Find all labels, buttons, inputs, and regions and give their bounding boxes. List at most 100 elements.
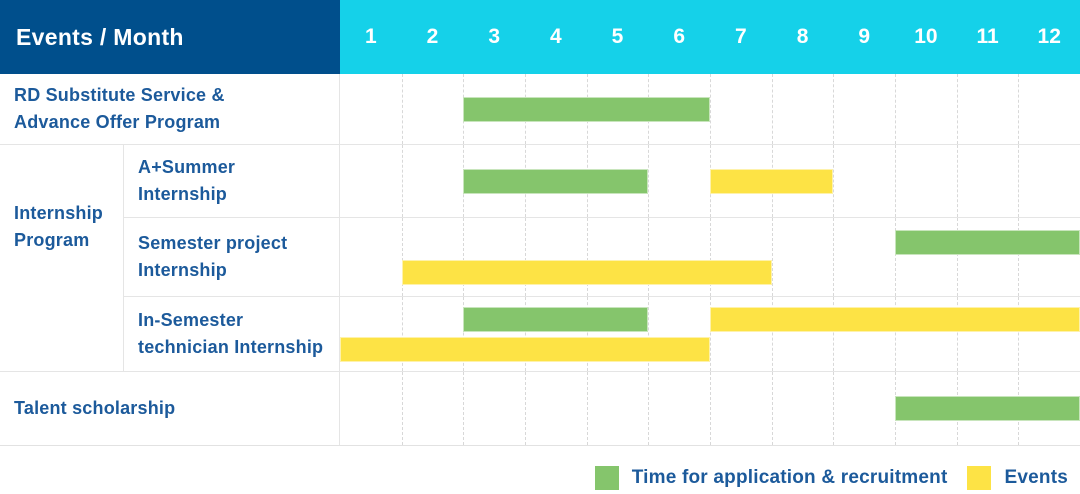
month-gridline bbox=[833, 145, 835, 217]
bar-track bbox=[340, 229, 1080, 255]
month-header-1: 1 bbox=[364, 25, 377, 48]
month-gridline bbox=[401, 218, 403, 296]
bar-track bbox=[340, 259, 1080, 285]
gantt-bar-event bbox=[710, 306, 1080, 332]
bar-tracks bbox=[340, 297, 1080, 371]
row-label-cell: In-Semester technician Internship bbox=[124, 297, 340, 371]
legend-label: Time for application & recruitment bbox=[631, 467, 948, 488]
month-gridline bbox=[525, 218, 526, 296]
month-gridline bbox=[771, 218, 773, 296]
schedule-row: Talent scholarship bbox=[0, 371, 1080, 445]
month-gridline bbox=[710, 297, 711, 371]
month-gridline bbox=[401, 145, 403, 217]
month-header-12: 12 bbox=[1037, 25, 1061, 48]
month-header-9: 9 bbox=[858, 25, 871, 48]
month-gridline bbox=[710, 218, 711, 296]
bar-tracks bbox=[340, 372, 1080, 445]
row-label-cell: A+Summer Internship bbox=[124, 145, 340, 217]
month-gridline bbox=[648, 145, 650, 217]
row-label-text: In-Semester technician Internship bbox=[138, 310, 324, 357]
gantt-bar-event bbox=[340, 336, 710, 362]
month-header-10: 10 bbox=[914, 25, 938, 48]
legend-item-application: Time for application & recruitment bbox=[594, 466, 948, 490]
month-gridline bbox=[1018, 218, 1020, 296]
row-group-label-cell: Internship Program bbox=[0, 145, 124, 371]
month-header-5: 5 bbox=[611, 25, 624, 48]
month-gridline bbox=[771, 74, 773, 144]
schedule-row: A+Summer Internship bbox=[124, 145, 1080, 217]
chart-cell bbox=[340, 218, 1080, 296]
row-label-text: A+Summer Internship bbox=[138, 157, 236, 204]
bar-track bbox=[340, 396, 1080, 421]
month-gridline bbox=[525, 372, 526, 445]
events-month-title: Events / Month bbox=[16, 23, 184, 50]
gantt-bar-event bbox=[401, 259, 772, 285]
chart-cell bbox=[340, 297, 1080, 371]
month-gridline bbox=[463, 297, 465, 371]
row-label-text: Internship Program bbox=[14, 203, 104, 250]
chart-cell bbox=[340, 145, 1080, 217]
gantt-bar-application bbox=[895, 396, 1080, 421]
month-gridline bbox=[463, 372, 465, 445]
bar-track bbox=[340, 96, 1080, 122]
month-header-3: 3 bbox=[488, 25, 501, 48]
table-header-row: Events / Month 1 2 3 4 5 6 7 8 9 10 11 12 bbox=[0, 0, 1080, 74]
month-gridline bbox=[956, 145, 958, 217]
events-month-header-cell: Events / Month bbox=[0, 0, 340, 74]
month-gridline bbox=[648, 372, 650, 445]
month-header-strip: 1 2 3 4 5 6 7 8 9 10 11 12 bbox=[340, 0, 1080, 74]
bar-track bbox=[340, 336, 1080, 362]
month-gridline bbox=[895, 74, 896, 144]
month-gridline bbox=[401, 297, 403, 371]
month-gridline bbox=[833, 218, 835, 296]
month-gridline bbox=[895, 145, 896, 217]
schedule-row: Semester project Internship bbox=[124, 217, 1080, 296]
month-gridline bbox=[710, 74, 711, 144]
month-gridline bbox=[956, 297, 958, 371]
month-gridline bbox=[525, 297, 526, 371]
table-body: RD Substitute Service & Advance Offer Pr… bbox=[0, 74, 1080, 446]
chart-cell bbox=[340, 372, 1080, 445]
month-gridline bbox=[586, 297, 588, 371]
month-header-6: 6 bbox=[673, 25, 686, 48]
month-gridline bbox=[1018, 145, 1020, 217]
gantt-bar-application bbox=[895, 229, 1080, 255]
schedule-row: RD Substitute Service & Advance Offer Pr… bbox=[0, 74, 1080, 144]
row-label-cell: Talent scholarship bbox=[0, 372, 340, 445]
month-gridline bbox=[1018, 74, 1020, 144]
gantt-bar-application bbox=[463, 306, 649, 332]
month-gridline bbox=[833, 372, 835, 445]
row-group: Internship Program A+Summer Internship Sem… bbox=[0, 144, 1080, 371]
month-gridline bbox=[833, 74, 835, 144]
month-gridline bbox=[895, 297, 896, 371]
month-gridline bbox=[833, 297, 835, 371]
bar-tracks bbox=[340, 74, 1080, 144]
legend-swatch-yellow bbox=[967, 466, 992, 490]
month-header-7: 7 bbox=[735, 25, 747, 48]
month-header-11: 11 bbox=[976, 25, 999, 48]
bar-track bbox=[340, 168, 1080, 194]
gantt-bar-event bbox=[710, 168, 834, 194]
row-label-cell: RD Substitute Service & Advance Offer Pr… bbox=[0, 74, 340, 144]
schedule-row: In-Semester technician Internship bbox=[124, 296, 1080, 371]
month-gridline bbox=[771, 372, 773, 445]
month-gridline bbox=[956, 218, 958, 296]
month-header-8: 8 bbox=[796, 25, 809, 48]
row-label-text: Talent scholarship bbox=[14, 398, 176, 418]
month-gridline bbox=[401, 74, 403, 144]
schedule-table: Events / Month 1 2 3 4 5 6 7 8 9 10 11 12 RD Substi… bbox=[0, 0, 1080, 446]
legend-item-event: Events bbox=[967, 466, 1068, 490]
legend-label: Events bbox=[1004, 467, 1068, 488]
row-label-cell: Semester project Internship bbox=[124, 218, 340, 296]
gantt-bar-application bbox=[463, 96, 710, 122]
bar-track bbox=[340, 306, 1080, 332]
month-header-4: 4 bbox=[550, 25, 562, 48]
bar-tracks bbox=[340, 218, 1080, 296]
month-gridline bbox=[463, 218, 465, 296]
legend-swatch-green bbox=[594, 466, 619, 490]
chart-cell bbox=[340, 74, 1080, 144]
month-gridline bbox=[710, 372, 711, 445]
month-gridline bbox=[1018, 297, 1020, 371]
month-header-2: 2 bbox=[426, 25, 439, 48]
